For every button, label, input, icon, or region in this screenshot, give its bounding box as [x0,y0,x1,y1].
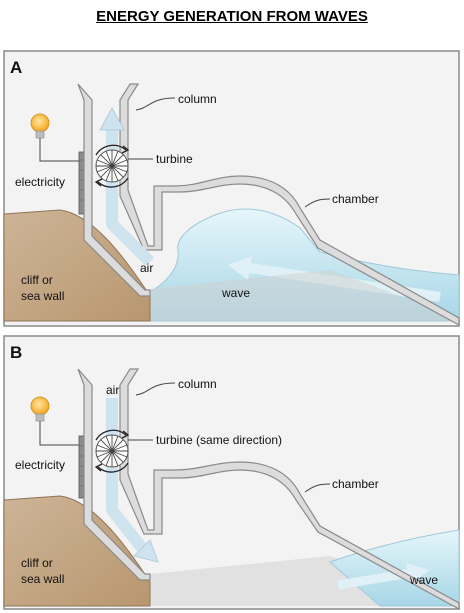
sea-floor [140,270,459,321]
wave-label: wave [221,286,250,300]
turbine-label: turbine (same direction) [156,433,282,447]
chamber-label: chamber [332,477,379,491]
turbine-label: turbine [156,152,193,166]
column-left-wall [77,83,151,297]
lightbulb-icon [30,113,50,139]
wave-flow-arrowhead [228,256,252,280]
turbine [94,144,130,188]
wave-label: wave [409,573,438,587]
electricity-label: electricity [15,458,65,472]
column-label: column [178,377,217,391]
cliff-label-line1: cliff or [21,273,53,287]
column-right-wall-and-chamber [119,83,460,327]
column-left-wall [77,368,151,581]
air-flow-arrowhead-up [99,107,125,131]
cliff [3,495,151,607]
electric-wire [39,138,79,162]
electricity-label: electricity [15,175,65,189]
air-label: air [106,383,119,397]
panel-a: A cliff or sea wall [3,50,460,327]
electric-wire [39,421,79,446]
air-label: air [140,261,153,275]
lightbulb-icon [30,396,50,422]
air-flow-arrowhead-down [133,539,159,563]
column-label: column [178,92,217,106]
chamber-label: chamber [332,192,379,206]
column-right-wall-and-chamber [119,368,460,611]
cliff-label-line1: cliff or [21,556,53,570]
page-title: ENERGY GENERATION FROM WAVES [96,8,368,25]
panel-b: B cliff or sea wall [3,335,460,611]
panel-a-letter: A [10,58,22,77]
turbine [94,429,130,473]
cliff-label-line2: sea wall [21,289,64,303]
panel-b-letter: B [10,343,22,362]
cliff-label-line2: sea wall [21,572,64,586]
